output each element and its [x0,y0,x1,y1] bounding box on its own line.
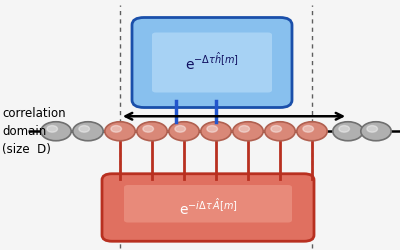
Circle shape [361,122,391,141]
Circle shape [339,126,350,132]
FancyBboxPatch shape [112,216,304,218]
Circle shape [271,126,282,132]
Text: correlation
domain
(size  D): correlation domain (size D) [2,107,66,156]
Circle shape [111,126,122,132]
FancyBboxPatch shape [112,194,304,196]
Circle shape [367,126,378,132]
Text: $\mathrm{e}^{-i\Delta\tau\,\hat{A}[m]}$: $\mathrm{e}^{-i\Delta\tau\,\hat{A}[m]}$ [179,197,237,218]
FancyBboxPatch shape [112,210,304,213]
FancyBboxPatch shape [112,208,304,210]
FancyBboxPatch shape [112,180,304,183]
FancyBboxPatch shape [112,186,304,188]
Circle shape [207,126,218,132]
FancyBboxPatch shape [112,183,304,186]
FancyBboxPatch shape [124,185,292,222]
FancyBboxPatch shape [112,221,304,224]
Circle shape [303,126,314,132]
Circle shape [239,126,250,132]
FancyBboxPatch shape [112,230,304,232]
Circle shape [73,122,103,141]
Circle shape [47,126,58,132]
Circle shape [265,122,295,141]
Circle shape [333,122,363,141]
FancyBboxPatch shape [112,199,304,202]
FancyBboxPatch shape [112,224,304,227]
FancyBboxPatch shape [102,174,314,241]
FancyBboxPatch shape [112,188,304,191]
FancyBboxPatch shape [152,32,272,92]
Circle shape [105,122,135,141]
Circle shape [297,122,327,141]
Circle shape [175,126,186,132]
FancyBboxPatch shape [112,191,304,194]
FancyBboxPatch shape [112,227,304,230]
Circle shape [79,126,90,132]
Circle shape [137,122,167,141]
FancyBboxPatch shape [112,205,304,208]
FancyBboxPatch shape [112,232,304,235]
Circle shape [201,122,231,141]
FancyBboxPatch shape [112,213,304,216]
FancyBboxPatch shape [112,218,304,221]
Circle shape [41,122,71,141]
Circle shape [169,122,199,141]
FancyBboxPatch shape [132,18,292,108]
FancyBboxPatch shape [112,202,304,205]
Circle shape [143,126,154,132]
Circle shape [233,122,263,141]
FancyBboxPatch shape [112,196,304,199]
Text: $\mathrm{e}^{-\Delta\tau\hat{h}[m]}$: $\mathrm{e}^{-\Delta\tau\hat{h}[m]}$ [185,52,239,74]
